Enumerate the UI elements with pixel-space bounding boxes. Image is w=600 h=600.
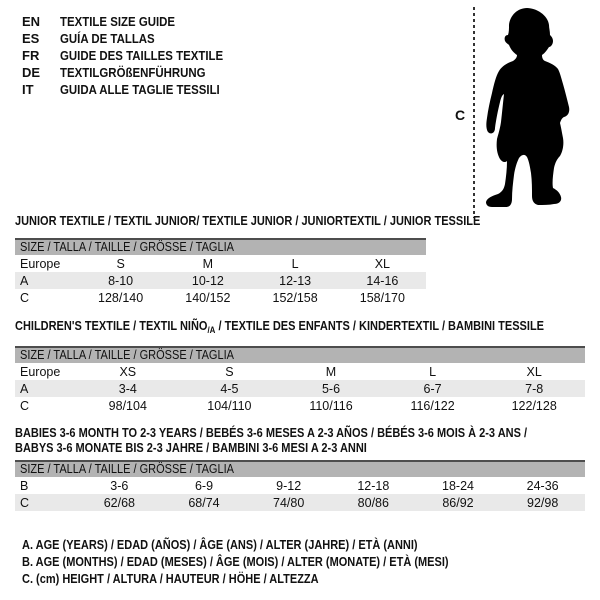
row-label: Europe: [20, 256, 61, 271]
language-title: GUÍA DE TALLAS: [60, 31, 155, 46]
junior-table-title-text: JUNIOR TEXTILE / TEXTIL JUNIOR/ TEXTILE …: [15, 214, 481, 228]
row-label: B: [20, 478, 29, 493]
table-cell: XL: [526, 364, 542, 379]
table-cell: 9-12: [276, 478, 302, 493]
table-cell: 8-10: [108, 273, 134, 288]
table-cell: 18-24: [442, 478, 474, 493]
table-cell: 12-13: [279, 273, 312, 288]
language-row-it: IT GUIDA ALLE TAGLIE TESSILI: [22, 81, 245, 98]
row-label: A: [20, 381, 29, 396]
table-row: A 3-4 4-5 5-6 6-7 7-8: [15, 380, 585, 397]
children-table-title: CHILDREN'S TEXTILE / TEXTIL NIÑO/A / TEX…: [15, 319, 600, 335]
table-cell: 62/68: [103, 495, 135, 510]
size-header-band: SIZE / TALLA / TAILLE / GRÖSSE / TAGLIA: [15, 346, 585, 363]
babies-table-title: BABIES 3-6 MONTH TO 2-3 YEARS / BEBÉS 3-…: [15, 426, 597, 456]
language-title-list: EN TEXTILE SIZE GUIDE ES GUÍA DE TALLAS …: [22, 13, 245, 98]
footnote-a: A. AGE (YEARS) / EDAD (AÑOS) / ÂGE (ANS)…: [22, 538, 418, 552]
table-cell: 68/74: [188, 495, 220, 510]
language-code: DE: [22, 65, 41, 80]
table-cell: S: [116, 256, 125, 271]
children-table-title-text: CHILDREN'S TEXTILE / TEXTIL NIÑO/A / TEX…: [15, 319, 544, 335]
size-header-band: SIZE / TALLA / TAILLE / GRÖSSE / TAGLIA: [15, 238, 426, 255]
table-cell: 10-12: [191, 273, 224, 288]
table-cell: 158/170: [359, 290, 405, 305]
table-cell: 122/128: [511, 398, 557, 413]
language-code: IT: [22, 82, 34, 97]
table-row: C 128/140 140/152 152/158 158/170: [15, 289, 426, 306]
language-code: FR: [22, 48, 40, 63]
table-row: A 8-10 10-12 12-13 14-16: [15, 272, 426, 289]
language-title: GUIDE DES TAILLES TEXTILE: [60, 48, 224, 63]
table-cell: XS: [119, 364, 137, 379]
table-row: C 62/68 68/74 74/80 80/86 86/92 92/98: [15, 494, 585, 511]
size-header-text: SIZE / TALLA / TAILLE / GRÖSSE / TAGLIA: [20, 462, 234, 476]
table-cell: 14-16: [366, 273, 399, 288]
table-cell: 6-7: [423, 381, 442, 396]
language-title: TEXTILGRÖßENFÜHRUNG: [60, 65, 206, 80]
footnote-b: B. AGE (MONTHS) / EDAD (MESES) / ÂGE (MO…: [22, 555, 449, 569]
table-cell: 7-8: [525, 381, 544, 396]
table-cell: M: [202, 256, 214, 271]
height-dotted-line: [473, 7, 475, 218]
size-header-text: SIZE / TALLA / TAILLE / GRÖSSE / TAGLIA: [20, 348, 234, 362]
footnote-c: C. (cm) HEIGHT / ALTURA / HAUTEUR / HÖHE…: [22, 572, 319, 586]
table-cell: M: [325, 364, 337, 379]
table-cell: 140/152: [185, 290, 231, 305]
table-cell: 104/110: [207, 398, 252, 413]
table-row: Europe XS S M L XL: [15, 363, 585, 380]
junior-size-table: SIZE / TALLA / TAILLE / GRÖSSE / TAGLIA …: [15, 238, 426, 306]
table-cell: 98/104: [108, 398, 147, 413]
language-title: TEXTILE SIZE GUIDE: [60, 14, 176, 29]
table-row: C 98/104 104/110 110/116 116/122 122/128: [15, 397, 585, 414]
table-cell: 3-4: [118, 381, 137, 396]
size-header-text: SIZE / TALLA / TAILLE / GRÖSSE / TAGLIA: [20, 240, 234, 254]
table-cell: L: [429, 364, 437, 379]
table-cell: 80/86: [357, 495, 389, 510]
table-cell: 4-5: [220, 381, 239, 396]
language-row-es: ES GUÍA DE TALLAS: [22, 30, 245, 47]
table-cell: 92/98: [527, 495, 559, 510]
children-title-sub: /A: [207, 325, 216, 335]
babies-size-table: SIZE / TALLA / TAILLE / GRÖSSE / TAGLIA …: [15, 460, 585, 511]
babies-title-line2: BABYS 3-6 MONATE BIS 2-3 JAHRE / BAMBINI…: [15, 441, 367, 455]
table-cell: 24-36: [526, 478, 559, 493]
table-cell: S: [225, 364, 234, 379]
table-cell: 6-9: [194, 478, 214, 493]
height-measure-label: C: [455, 107, 466, 123]
junior-table-title: JUNIOR TEXTILE / TEXTIL JUNIOR/ TEXTILE …: [15, 214, 544, 228]
table-cell: 86/92: [442, 495, 474, 510]
table-cell: XL: [374, 256, 391, 271]
children-title-pre: CHILDREN'S TEXTILE / TEXTIL NIÑO: [15, 319, 208, 333]
language-row-fr: FR GUIDE DES TAILLES TEXTILE: [22, 47, 245, 64]
table-cell: 128/140: [98, 290, 144, 305]
toddler-silhouette-icon: [486, 8, 570, 207]
table-cell: L: [291, 256, 299, 271]
row-label: C: [20, 398, 30, 413]
row-label: C: [20, 495, 30, 510]
row-label: A: [20, 273, 29, 288]
table-row: B 3-6 6-9 9-12 12-18 18-24 24-36: [15, 477, 585, 494]
table-cell: 110/116: [309, 398, 353, 413]
table-row: Europe S M L XL: [15, 255, 426, 272]
language-row-en: EN TEXTILE SIZE GUIDE: [22, 13, 245, 30]
table-cell: 74/80: [273, 495, 305, 510]
size-header-band: SIZE / TALLA / TAILLE / GRÖSSE / TAGLIA: [15, 460, 585, 477]
language-code: EN: [22, 14, 41, 29]
babies-title-line1: BABIES 3-6 MONTH TO 2-3 YEARS / BEBÉS 3-…: [15, 426, 528, 440]
children-title-post: / TEXTILE DES ENFANTS / KINDERTEXTIL / B…: [215, 319, 545, 333]
children-size-table: SIZE / TALLA / TAILLE / GRÖSSE / TAGLIA …: [15, 346, 585, 414]
row-label: Europe: [20, 364, 61, 379]
language-title: GUIDA ALLE TAGLIE TESSILI: [60, 82, 220, 97]
language-row-de: DE TEXTILGRÖßENFÜHRUNG: [22, 64, 245, 81]
table-cell: 3-6: [110, 478, 129, 493]
row-label: C: [20, 290, 30, 305]
table-cell: 5-6: [321, 381, 341, 396]
table-cell: 12-18: [357, 478, 390, 493]
table-cell: 152/158: [272, 290, 318, 305]
language-code: ES: [22, 31, 40, 46]
footnote-legend: A. AGE (YEARS) / EDAD (AÑOS) / ÂGE (ANS)…: [22, 537, 507, 588]
table-cell: 116/122: [410, 398, 455, 413]
